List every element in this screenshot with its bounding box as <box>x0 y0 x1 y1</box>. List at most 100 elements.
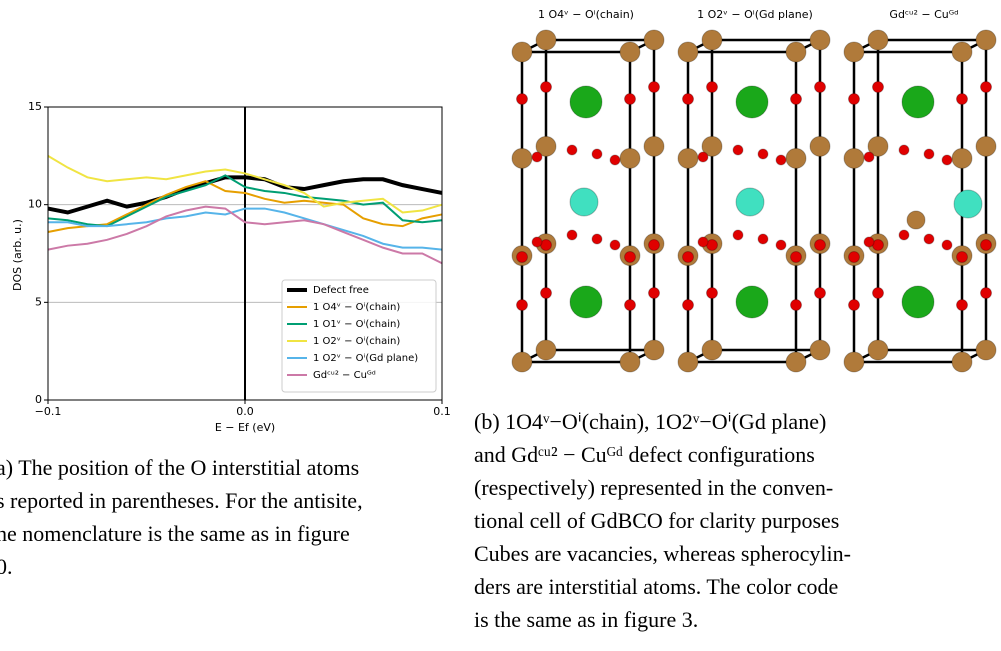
o-atom <box>957 300 968 311</box>
cu-atom <box>844 42 864 62</box>
cu-atom <box>810 340 830 360</box>
cu-atom <box>786 148 806 168</box>
cu-atom <box>868 340 888 360</box>
o-atom <box>791 94 802 105</box>
o-atom <box>899 145 909 155</box>
caption-b-line: Cubes are vacancies, whereas spherocylin… <box>474 541 851 566</box>
legend-label: 1 O1ᵛ − Oⁱ(chain) <box>313 319 400 330</box>
legend-label: 1 O2ᵛ − Oⁱ(chain) <box>313 336 400 347</box>
caption-b-line: is the same as in figure 3. <box>474 607 698 632</box>
cu-atom <box>702 30 722 50</box>
o-atom <box>981 240 992 251</box>
gd-atom <box>902 286 934 318</box>
o-atom <box>707 288 718 299</box>
y-tick-label: 10 <box>28 198 42 211</box>
o-atom <box>791 252 802 263</box>
o-atom <box>610 155 620 165</box>
o-atom <box>683 300 694 311</box>
o-atom <box>957 94 968 105</box>
o-atom <box>532 237 542 247</box>
o-atom <box>541 288 552 299</box>
gd-atom <box>570 286 602 318</box>
o-atom <box>849 252 860 263</box>
o-atom <box>698 152 708 162</box>
caption-b-line: (respectively) represented in the conven… <box>474 475 833 500</box>
o-atom <box>776 155 786 165</box>
cu-atom <box>976 340 996 360</box>
o-atom <box>815 288 826 299</box>
o-atom <box>815 240 826 251</box>
caption-b-line: tional cell of GdBCO for clarity purpose… <box>474 508 839 533</box>
o-atom <box>567 145 577 155</box>
legend-label: 1 O4ᵛ − Oⁱ(chain) <box>313 302 400 313</box>
o-atom <box>625 300 636 311</box>
o-atom <box>698 237 708 247</box>
figure: 1 O4ᵛ − Oⁱ(chain) 1 O2ᵛ − Oⁱ(Gd plane) G… <box>0 0 1001 651</box>
o-atom <box>610 240 620 250</box>
o-atom <box>924 149 934 159</box>
ba-atom <box>570 188 598 216</box>
o-atom <box>625 94 636 105</box>
o-atom <box>873 82 884 93</box>
cu-atom <box>952 42 972 62</box>
cu-atom <box>976 30 996 50</box>
cu-atom <box>620 148 640 168</box>
y-tick-label: 5 <box>35 295 42 308</box>
caption-b-line: ders are interstitial atoms. The color c… <box>474 574 838 599</box>
o-atom <box>924 234 934 244</box>
o-atom <box>791 300 802 311</box>
cu-atom <box>620 42 640 62</box>
gd-atom <box>736 286 768 318</box>
o-atom <box>864 237 874 247</box>
o-atom <box>592 234 602 244</box>
cu-atom <box>786 352 806 372</box>
structure-label: Gdᶜᵘ² − Cuᴳᵈ <box>889 8 958 21</box>
ba-atom <box>736 188 764 216</box>
cu-atom <box>786 42 806 62</box>
cu-atom <box>536 30 556 50</box>
page: {"chart_data": {"type": "line", "xlabel"… <box>0 0 1001 651</box>
o-atom <box>517 252 528 263</box>
cu-atom <box>702 340 722 360</box>
structure-label: 1 O4ᵛ − Oⁱ(chain) <box>538 8 634 21</box>
o-atom <box>849 300 860 311</box>
x-tick-label: 0.1 <box>433 405 451 418</box>
gd-atom <box>736 86 768 118</box>
cu-atom <box>512 42 532 62</box>
cu-atom <box>952 352 972 372</box>
cu-atom <box>678 148 698 168</box>
crystal-structures <box>512 30 996 372</box>
o-atom <box>517 94 528 105</box>
cu-atom <box>810 136 830 156</box>
o-atom <box>532 152 542 162</box>
x-axis-label: E − Ef (eV) <box>215 421 275 434</box>
o-atom <box>758 234 768 244</box>
o-atom <box>517 300 528 311</box>
cu-atom <box>512 352 532 372</box>
o-atom <box>942 155 952 165</box>
cu-atom <box>678 352 698 372</box>
o-atom <box>733 230 743 240</box>
o-atom <box>707 82 718 93</box>
cu-atom <box>620 352 640 372</box>
caption-a-line: he nomenclature is the same as in figure <box>0 521 350 546</box>
o-atom <box>649 82 660 93</box>
y-tick-label: 15 <box>28 100 42 113</box>
caption-a-line: s reported in parentheses. For the antis… <box>0 488 363 513</box>
gd-atom <box>902 86 934 118</box>
legend-label: 1 O2ᵛ − Oⁱ(Gd plane) <box>313 353 418 364</box>
o-atom <box>942 240 952 250</box>
gd-atom <box>570 86 602 118</box>
cu-atom <box>678 42 698 62</box>
cu-atom <box>512 148 532 168</box>
caption-a-line: 0. <box>0 554 13 579</box>
cu-atom <box>810 30 830 50</box>
y-axis-label: DOS (arb. u.) <box>11 219 24 291</box>
cu-atom <box>844 148 864 168</box>
x-tick-label: −0.1 <box>35 405 62 418</box>
o-atom <box>873 288 884 299</box>
o-atom <box>899 230 909 240</box>
cu-atom <box>644 30 664 50</box>
structure-label: 1 O2ᵛ − Oⁱ(Gd plane) <box>697 8 813 21</box>
legend-label: Defect free <box>313 285 369 296</box>
